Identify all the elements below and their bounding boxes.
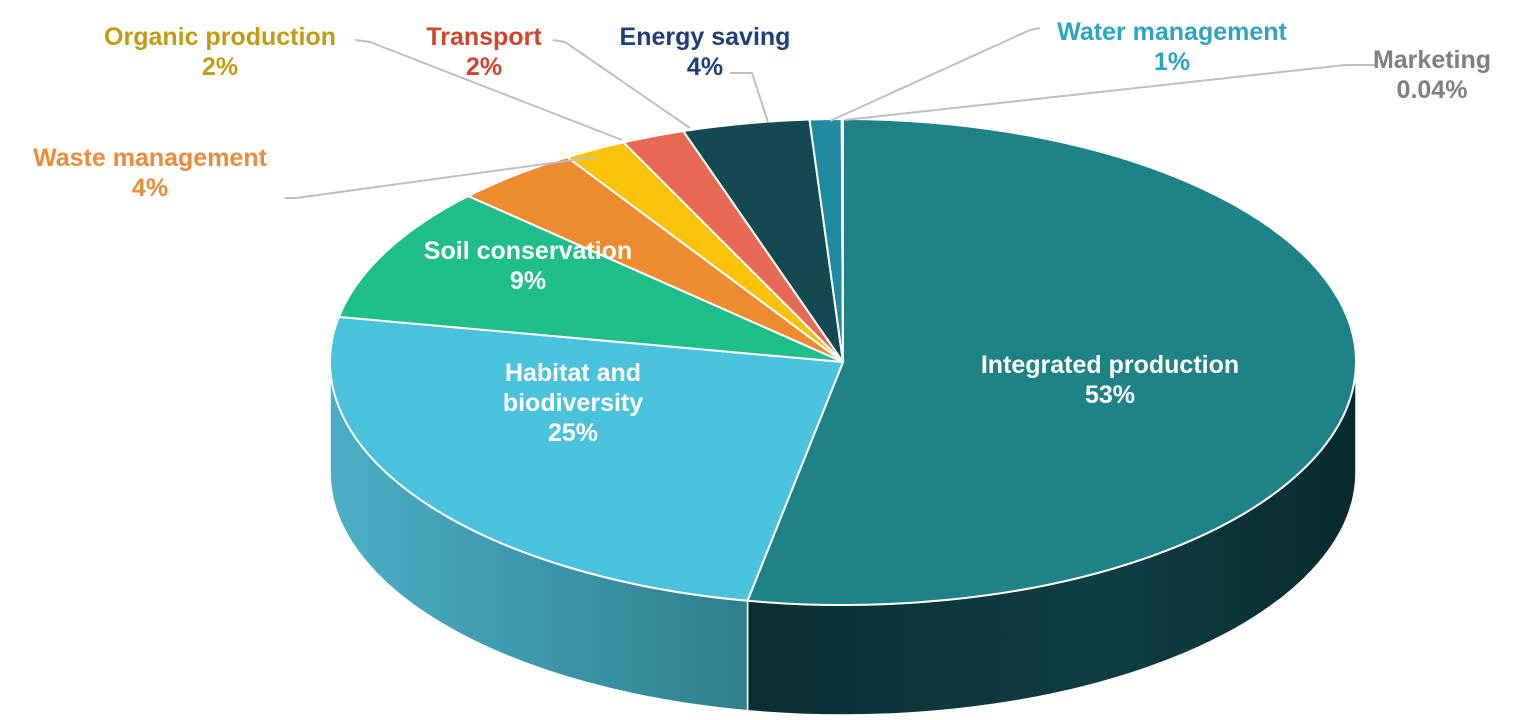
- slice-label: Transport 2%: [384, 22, 584, 82]
- category-name: Integrated production: [980, 351, 1240, 379]
- category-name: Waste management: [33, 144, 267, 172]
- slice-label: Integrated production 53%: [940, 350, 1280, 410]
- value-label: 2%: [201, 53, 239, 81]
- pie-slice: [337, 194, 844, 363]
- slice-label: Waste management 4%: [0, 143, 300, 203]
- slice-label: Habitat and biodiversity 25%: [488, 358, 658, 448]
- value-label: 25%: [547, 419, 599, 447]
- leader-line: [829, 27, 1041, 122]
- value-label: 2%: [465, 53, 503, 81]
- category-name: Soil conservation: [423, 237, 633, 265]
- value-label: 9%: [509, 267, 547, 295]
- value-label: 1%: [1153, 48, 1191, 76]
- pie-slice: [840, 117, 844, 363]
- category-name: Water management: [1057, 18, 1287, 46]
- category-name: Organic production: [104, 23, 336, 51]
- value-label: 4%: [686, 53, 724, 81]
- leader-line: [285, 156, 597, 199]
- value-label: 4%: [131, 174, 169, 202]
- slice-label: Marketing 0.04%: [1362, 45, 1502, 105]
- value-label: 53%: [1084, 381, 1136, 409]
- leader-line: [730, 72, 769, 123]
- category-name: Marketing: [1372, 46, 1492, 74]
- category-name: Energy saving: [619, 23, 791, 51]
- slice-label: Water management 1%: [1022, 17, 1322, 77]
- category-name: Habitat and biodiversity: [502, 359, 644, 417]
- pie-slice: [746, 117, 1358, 606]
- slice-label: Soil conservation 9%: [378, 236, 678, 296]
- leader-line: [354, 39, 623, 141]
- leader-line: [844, 64, 1375, 121]
- category-name: Transport: [426, 23, 542, 51]
- slice-label: Energy saving 4%: [585, 22, 825, 82]
- slice-label: Organic production 2%: [70, 22, 370, 82]
- pie-slice: [329, 315, 845, 602]
- leader-line: [552, 39, 691, 129]
- value-label: 0.04%: [1396, 76, 1468, 104]
